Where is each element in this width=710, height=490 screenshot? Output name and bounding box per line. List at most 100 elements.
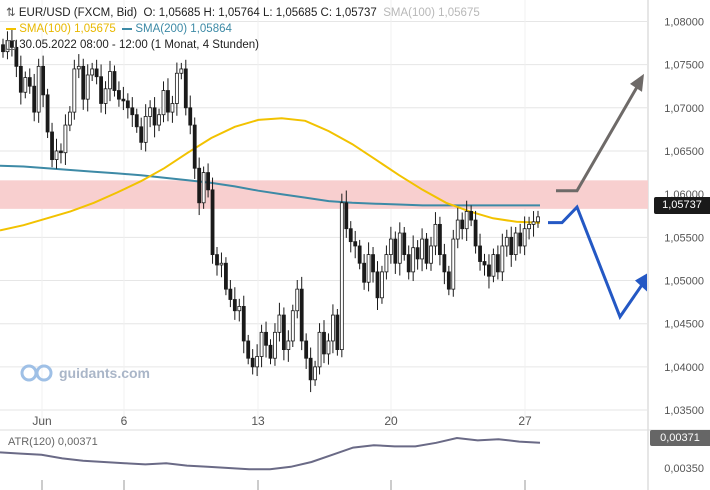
candle-body: [487, 264, 491, 277]
atr-value-tag: 0,00371: [650, 430, 710, 446]
guidants-logo-icon: [20, 364, 53, 382]
candle-body: [219, 262, 224, 266]
y-tick-label: 1,05000: [664, 276, 704, 288]
candle-body: [281, 314, 286, 350]
sma100-label: SMA(100) 1,05675: [19, 23, 116, 35]
candle-body: [90, 68, 95, 76]
chart-header-line2: SMA(100) 1,05675 SMA(200) 1,05864: [6, 21, 232, 37]
candle-body: [433, 223, 438, 247]
candle-body: [277, 314, 282, 333]
atr-tick-label: 0,00350: [664, 463, 704, 475]
candle-body: [317, 331, 322, 368]
blue-projection-line: [548, 204, 647, 320]
price-axis[interactable]: 1,080001,075001,070001,065001,060001,055…: [664, 16, 704, 417]
candle-body: [50, 131, 54, 161]
candle-body: [273, 331, 277, 359]
candle-body: [522, 228, 527, 247]
time-axis: Jun 6 13 20 27: [32, 414, 532, 490]
candle-body: [72, 68, 77, 113]
atr-label: ATR(120) 0,00371: [8, 436, 98, 448]
candle-body: [536, 216, 540, 223]
candle-body: [531, 221, 536, 225]
candle-body: [224, 262, 228, 290]
candle-body: [478, 245, 482, 262]
candle-body: [424, 238, 429, 264]
candle-body: [504, 236, 509, 247]
x-tick-label: 6: [121, 414, 128, 428]
candle-body: [215, 254, 219, 266]
candle-body: [348, 228, 353, 243]
logo-text: guidants.com: [59, 365, 151, 381]
candle-body: [85, 74, 90, 100]
x-tick-label: 27: [518, 414, 532, 428]
gray-projection-line: [556, 81, 642, 193]
sma100-gray-label: SMA(100) 1,05675: [383, 7, 480, 19]
candle-body: [250, 357, 255, 368]
candle-body: [446, 271, 451, 290]
candle-body: [67, 111, 72, 126]
candle-body: [32, 85, 37, 113]
candle-body: [125, 100, 130, 109]
y-tick-label: 1,04000: [664, 362, 704, 374]
candle-body: [357, 245, 362, 264]
sma200-line: [0, 164, 540, 207]
candle-body: [393, 238, 398, 264]
candle-body: [362, 262, 367, 283]
candle-body: [455, 219, 460, 240]
candle-body: [380, 271, 384, 299]
candle-body: [27, 77, 32, 87]
y-tick-label: 1,08000: [664, 16, 704, 28]
candle-body: [237, 306, 242, 312]
candle-body: [228, 288, 233, 300]
candle-body: [371, 254, 375, 273]
candle-body: [460, 219, 465, 230]
candle-body: [161, 90, 166, 116]
sma100-legend-icon: [6, 27, 16, 30]
chart-header-line3: 30.05.2022 08:00 - 12:00 (1 Monat, 4 Stu…: [6, 37, 259, 53]
candle-body: [36, 65, 41, 113]
x-tick-label: Jun: [32, 414, 51, 428]
candle-body: [174, 72, 179, 104]
candle-body: [179, 68, 184, 74]
candle-body: [335, 314, 340, 350]
guidants-logo[interactable]: guidants.com: [20, 364, 150, 382]
candle-body: [246, 340, 251, 359]
candle-body: [45, 94, 50, 133]
candle-body: [420, 238, 424, 260]
candle-body: [286, 340, 291, 350]
candle-body: [197, 167, 202, 204]
candle-body: [23, 77, 28, 93]
candle-body: [313, 366, 317, 381]
last-price-tag: 1,05737: [654, 197, 710, 214]
candle-body: [326, 340, 331, 355]
candle-body: [308, 357, 313, 381]
candle-body: [139, 126, 144, 143]
candle-body: [513, 232, 518, 256]
candle-body: [344, 202, 349, 230]
atr-line: [0, 436, 541, 471]
candle-body: [103, 88, 108, 104]
x-tick-label: 13: [251, 414, 265, 428]
y-tick-label: 1,07000: [664, 103, 704, 115]
candle-body: [121, 98, 126, 102]
candle-body: [415, 247, 420, 260]
candle-body: [491, 254, 496, 277]
candle-body: [397, 232, 402, 264]
candle-body: [495, 254, 500, 273]
candle-body: [232, 299, 237, 312]
candle-body: [406, 254, 411, 273]
calendar-icon: [6, 39, 16, 50]
candle-body: [527, 223, 531, 230]
candle-body: [469, 211, 474, 221]
candle-body: [264, 331, 268, 346]
candle-body: [438, 223, 442, 256]
candle-body: [112, 71, 117, 91]
candle-body: [210, 189, 215, 256]
candle-body: [192, 124, 197, 169]
candle-body: [1, 44, 5, 53]
candle-body: [299, 288, 304, 342]
symbol-label: EUR/USD (FXCM, Bid): [18, 7, 138, 19]
candle-body: [81, 65, 86, 100]
candle-body: [473, 219, 478, 247]
